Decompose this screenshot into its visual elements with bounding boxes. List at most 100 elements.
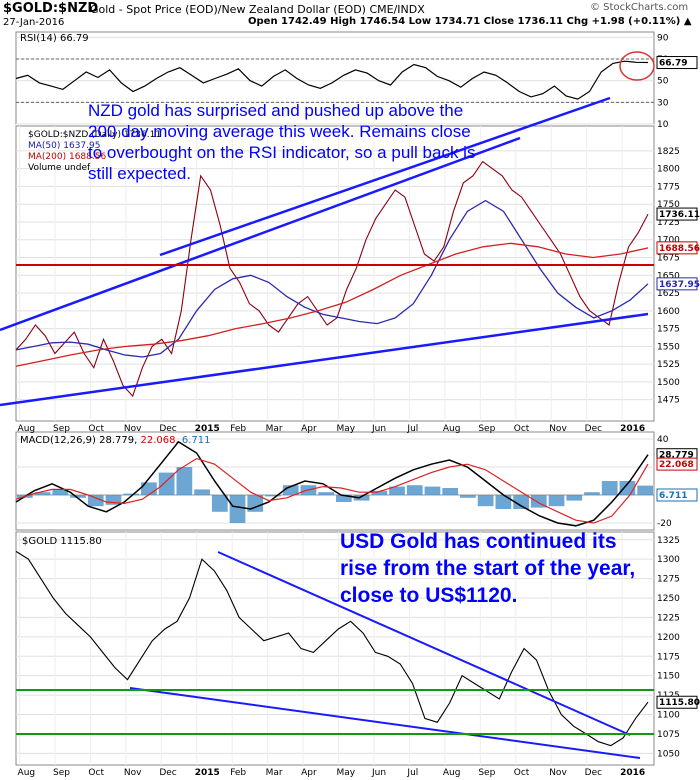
rsi-tick-label: 30 — [657, 98, 669, 108]
usd-tick-label: 1175 — [657, 652, 680, 662]
usd-month-label: Oct — [514, 768, 530, 778]
price-legend: $GOLD:$NZD (Daily) 1736.11 — [28, 130, 162, 140]
macd-value-tag-box — [656, 457, 698, 471]
macd-histogram-bar — [247, 495, 264, 512]
macd-legend: MACD(12,26,9) 28.779, 22.068, 6.711 — [20, 435, 211, 446]
macd-histogram-bar — [229, 495, 246, 523]
macd-value: 28.779 — [99, 435, 135, 446]
price-tick-label: 1825 — [657, 147, 680, 157]
macd-histogram-bar — [371, 490, 388, 495]
macd-histogram-bar — [442, 488, 459, 495]
price-tick-label: 1750 — [657, 200, 680, 210]
macd-histogram-bar — [105, 495, 122, 505]
usd-month-label: Dec — [585, 768, 602, 778]
price-tick-label: 1800 — [657, 165, 680, 175]
usd-lower-trendline — [129, 687, 641, 759]
ma50-legend: MA(50) 1637.95 — [28, 141, 101, 151]
ohlc-readout: Open 1742.49 High 1746.54 Low 1734.71 Cl… — [248, 16, 692, 27]
usd-tick-label: 1100 — [657, 711, 680, 721]
macd-series-line-1 — [15, 457, 649, 524]
macd-value-tag-box — [656, 488, 698, 502]
histogram-value: 6.711 — [181, 435, 211, 446]
price-month-label: May — [337, 424, 356, 434]
macd-histogram-bar — [318, 492, 334, 495]
macd-histogram-bar — [566, 495, 583, 501]
macd-histogram-bar — [513, 495, 529, 509]
rsi-tick-label: 90 — [657, 33, 669, 43]
macd-histogram-bar — [353, 495, 370, 501]
price-month-label: Mar — [266, 424, 283, 434]
price-month-label: Oct — [514, 424, 530, 434]
price-tick-label: 1500 — [657, 378, 680, 388]
macd-histogram-bar — [158, 472, 175, 495]
chart-description: Gold - Spot Price (EOD)/New Zealand Doll… — [90, 3, 425, 16]
chart-date: 27-Jan-2016 — [3, 17, 65, 28]
macd-histogram-bar — [548, 495, 565, 507]
macd-histogram-bar — [637, 485, 653, 495]
usd-month-label: 2016 — [620, 768, 645, 778]
usd-tick-label: 1150 — [657, 672, 680, 682]
price-month-label: Apr — [301, 424, 317, 434]
price-month-label: Nov — [124, 424, 142, 434]
price-tick-label: 1600 — [657, 307, 680, 317]
macd-histogram-bar — [584, 492, 600, 495]
price-month-label: Sep — [53, 424, 70, 434]
usd-value-tag: 1115.80 — [659, 698, 700, 708]
volume-legend: Volume undef — [28, 163, 91, 173]
rsi-trendline — [159, 96, 611, 257]
macd-histogram-bar — [70, 495, 86, 498]
price-month-label: Oct — [88, 424, 104, 434]
price-month-label: 2015 — [195, 424, 220, 434]
macd-histogram-bar — [601, 481, 618, 495]
price-value-tag: 1736.11 — [659, 210, 700, 220]
rsi-tick-label: 50 — [657, 77, 669, 87]
usd-month-label: Feb — [230, 768, 246, 778]
price-series-line-0 — [15, 160, 649, 398]
macd-histogram-bar — [406, 485, 423, 495]
price-month-label: Aug — [18, 424, 36, 434]
macd-histogram-bar — [265, 495, 281, 497]
macd-histogram-bar — [176, 467, 193, 495]
price-tick-label: 1775 — [657, 182, 680, 192]
price-tick-label: 1650 — [657, 271, 680, 281]
usd-month-label: Sep — [478, 768, 495, 778]
macd-tick-label: -20 — [657, 519, 672, 529]
macd-value-tag: 6.711 — [659, 491, 687, 501]
usd-tick-label: 1225 — [657, 613, 680, 623]
macd-histogram-bar — [460, 495, 476, 498]
price-tick-label: 1725 — [657, 218, 680, 228]
price-panel — [15, 125, 655, 422]
usd-month-label: Jul — [406, 768, 418, 778]
macd-histogram-bar — [424, 486, 441, 495]
rsi-tick-label: 10 — [657, 120, 669, 130]
price-month-label: Dec — [585, 424, 602, 434]
price-tick-label: 1525 — [657, 360, 680, 370]
rsi-value-tag-box — [656, 56, 698, 70]
price-series-line-2 — [15, 242, 649, 367]
macd-histogram-bar — [87, 495, 104, 507]
usd-legend: $GOLD 1115.80 — [22, 536, 102, 547]
macd-panel — [15, 431, 655, 531]
price-month-label: Sep — [478, 424, 495, 434]
usd-annotation: USD Gold has continued its rise from the… — [340, 530, 636, 607]
usd-month-label: Aug — [443, 768, 461, 778]
macd-histogram-bar — [282, 485, 299, 495]
rsi-legend: RSI(14) 66.79 — [20, 33, 89, 44]
upper-trendline — [0, 136, 521, 332]
usd-month-label: Dec — [159, 768, 176, 778]
nzd-annotation: NZD gold has surprised and pushed up abo… — [88, 101, 476, 183]
usd-month-label: Jun — [371, 768, 386, 778]
macd-value-tag: 28.779 — [659, 451, 694, 461]
macd-histogram-bar — [34, 492, 51, 495]
usd-tick-label: 1050 — [657, 749, 680, 759]
usd-value-tag-box — [656, 695, 698, 709]
usd-month-label: Mar — [266, 768, 283, 778]
price-value-tag: 1688.56 — [659, 244, 700, 254]
price-value-tag-box — [656, 207, 698, 221]
usd-month-label: 2015 — [195, 768, 220, 778]
price-tick-label: 1700 — [657, 236, 680, 246]
price-tick-label: 1475 — [657, 396, 680, 406]
macd-histogram-bar — [477, 495, 494, 507]
